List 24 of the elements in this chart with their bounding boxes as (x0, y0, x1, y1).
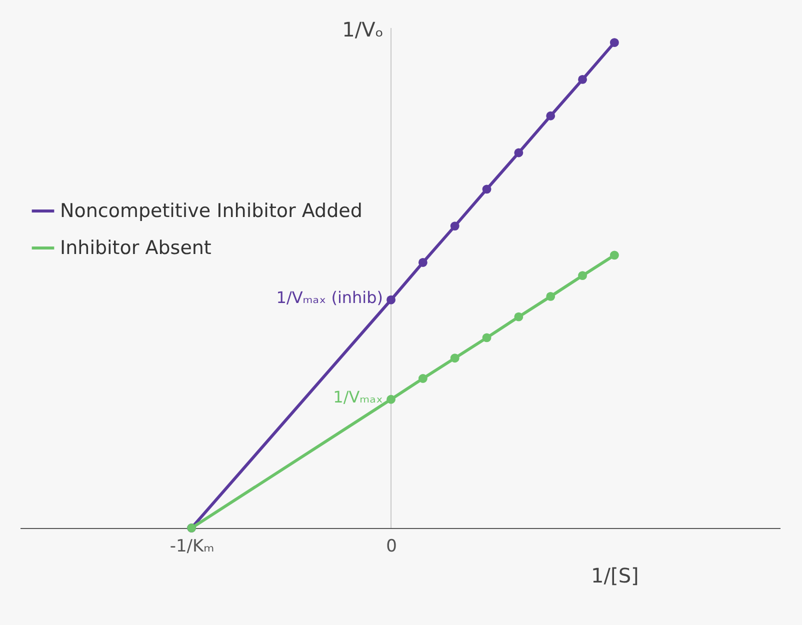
x-axis-title: 1/[S] (591, 564, 639, 588)
point (610, 250, 619, 260)
point (482, 333, 492, 342)
annotation: 1/Vₘₐₓ (inhib) (276, 288, 384, 307)
point (386, 295, 396, 304)
point (450, 354, 460, 363)
x-tick-label: -1/Kₘ (170, 536, 214, 556)
annotation: 1/Vₘₐₓ (333, 387, 384, 406)
point (546, 292, 556, 301)
point (546, 111, 556, 120)
point (450, 222, 460, 231)
legend-label: Noncompetitive Inhibitor Added (60, 200, 362, 222)
point (578, 271, 587, 280)
point (578, 74, 587, 84)
point (482, 184, 492, 194)
legend-label: Inhibitor Absent (60, 237, 212, 259)
y-axis-title: 1/Vₒ (342, 18, 384, 42)
point (418, 258, 428, 267)
x-tick-label: 0 (386, 536, 397, 556)
point (418, 374, 428, 383)
point (514, 148, 524, 158)
point (610, 38, 619, 48)
point (514, 312, 524, 322)
point (386, 394, 396, 404)
